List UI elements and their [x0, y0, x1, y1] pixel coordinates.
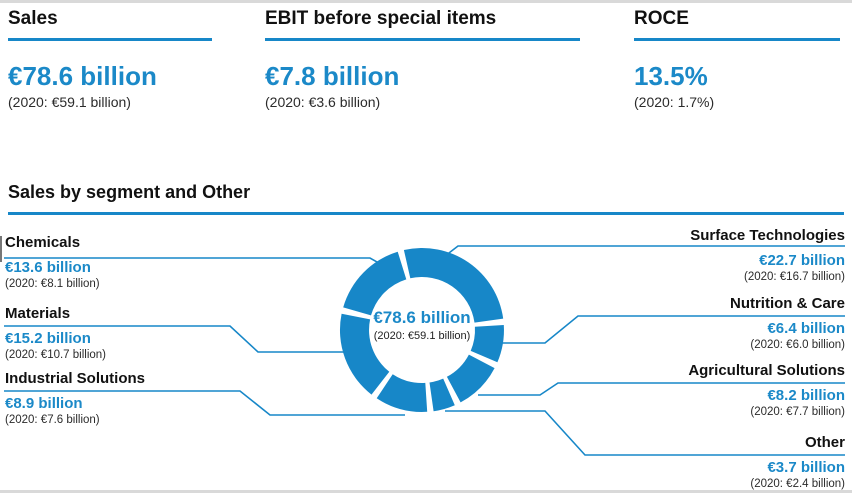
- segment-name: Nutrition & Care: [729, 295, 845, 312]
- segment-name: Industrial Solutions: [5, 370, 146, 387]
- left-edge-tick: [0, 236, 2, 262]
- callout-surface-technologies: Surface Technologies €22.7 billion (2020…: [605, 228, 845, 284]
- segment-value: €13.6 billion: [5, 259, 91, 276]
- donut-segment-industrial-solutions: [376, 374, 428, 412]
- donut-segment-materials: [339, 313, 390, 395]
- callout-chemicals: Chemicals €13.6 billion (2020: €8.1 bill…: [5, 235, 235, 291]
- kpi-value: €78.6 billion: [8, 61, 157, 91]
- segment-name: Materials: [5, 305, 71, 322]
- kpi-title: Sales: [8, 8, 212, 41]
- connector-agricultural-solutions: [478, 382, 845, 396]
- segment-prior: (2020: €7.7 billion): [750, 406, 845, 418]
- callout-materials: Materials €15.2 billion (2020: €10.7 bil…: [5, 306, 235, 362]
- connector-industrial-solutions: [4, 390, 405, 416]
- callout-industrial-solutions: Industrial Solutions €8.9 billion (2020:…: [5, 371, 235, 427]
- section-title: Sales by segment and Other: [8, 182, 844, 215]
- donut-segment-other: [429, 378, 455, 412]
- connector-other: [445, 410, 845, 456]
- segment-prior: (2020: €16.7 billion): [743, 271, 845, 283]
- segment-name: Surface Technologies: [690, 227, 845, 244]
- segment-prior: (2020: €7.6 billion): [5, 414, 100, 426]
- kpi-title: ROCE: [634, 8, 840, 41]
- callout-nutrition-care: Nutrition & Care €6.4 billion (2020: €6.…: [605, 296, 845, 352]
- segment-value: €22.7 billion: [759, 252, 845, 269]
- kpi-sales: Sales €78.6 billion (2020: €59.1 billion…: [8, 8, 212, 110]
- kpi-roce: ROCE 13.5% (2020: 1.7%): [634, 8, 840, 110]
- donut-prior-total: (2020: €59.1 billion): [373, 329, 471, 342]
- segment-donut-chart: [4, 245, 845, 456]
- donut-segment-chemicals: [343, 251, 407, 316]
- donut-center-label: €78.6 billion (2020: €59.1 billion): [332, 308, 512, 342]
- kpi-ebit: EBIT before special items €7.8 billion (…: [265, 8, 580, 110]
- segment-prior: (2020: €6.0 billion): [750, 339, 845, 351]
- segment-prior: (2020: €2.4 billion): [750, 478, 845, 490]
- segment-value: €6.4 billion: [767, 320, 845, 337]
- donut-total-value: €78.6 billion: [373, 308, 471, 327]
- segment-prior: (2020: €10.7 billion): [5, 349, 107, 361]
- top-border: [0, 0, 852, 3]
- donut-segment-nutrition-care: [470, 325, 504, 363]
- segment-name: Agricultural Solutions: [688, 362, 845, 379]
- segment-value: €15.2 billion: [5, 330, 91, 347]
- segment-prior: (2020: €8.1 billion): [5, 278, 100, 290]
- connector-materials: [4, 325, 350, 353]
- donut-segment-surface-technologies: [403, 247, 504, 323]
- connector-nutrition-care: [490, 315, 845, 344]
- segment-value: €3.7 billion: [767, 459, 845, 476]
- callout-other: Other €3.7 billion (2020: €2.4 billion): [605, 435, 845, 491]
- segment-value: €8.9 billion: [5, 395, 83, 412]
- callout-agricultural-solutions: Agricultural Solutions €8.2 billion (202…: [605, 363, 845, 419]
- kpi-prior-year: (2020: 1.7%): [634, 94, 715, 110]
- kpi-value: 13.5%: [634, 61, 708, 91]
- bottom-border: [0, 490, 852, 493]
- kpi-value: €7.8 billion: [265, 61, 400, 91]
- kpi-prior-year: (2020: €59.1 billion): [8, 94, 131, 110]
- segment-name: Chemicals: [5, 234, 81, 251]
- kpi-title: EBIT before special items: [265, 8, 580, 41]
- kpi-prior-year: (2020: €3.6 billion): [265, 94, 381, 110]
- donut-segment-agricultural-solutions: [446, 354, 495, 403]
- sales-by-segment-chart: Chemicals €13.6 billion (2020: €8.1 bill…: [0, 213, 852, 494]
- segment-value: €8.2 billion: [767, 387, 845, 404]
- segment-name: Other: [804, 434, 845, 451]
